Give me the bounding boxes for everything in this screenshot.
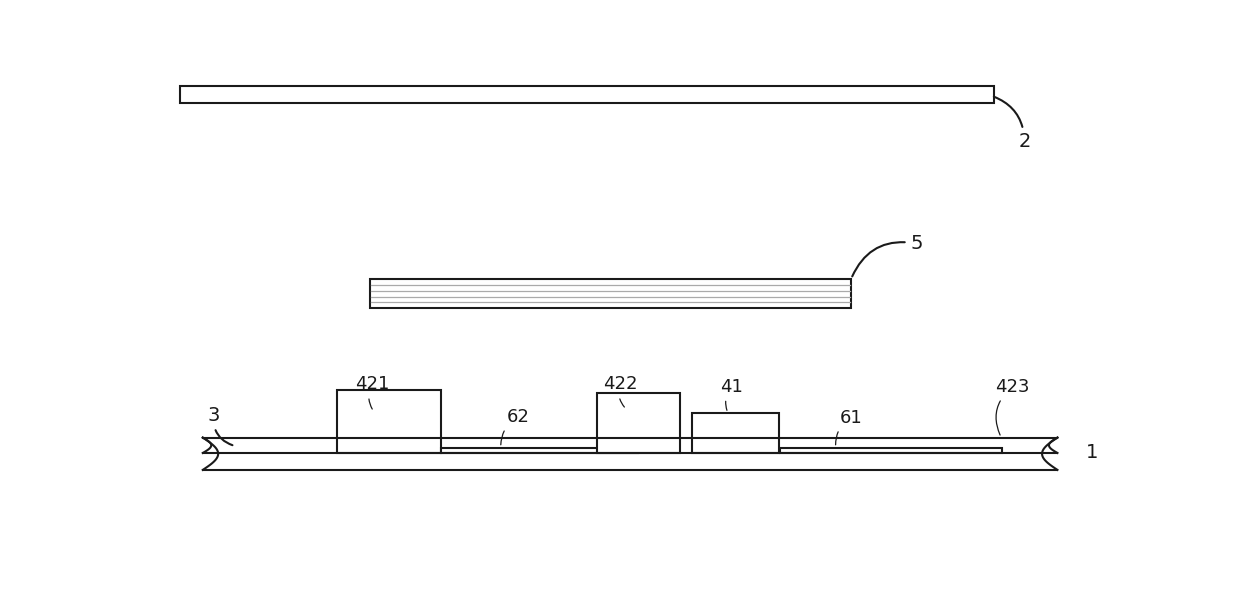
Bar <box>180 87 994 103</box>
Bar <box>780 448 1002 453</box>
Text: 1: 1 <box>1086 443 1099 462</box>
Text: 422: 422 <box>603 376 637 407</box>
Bar <box>596 393 681 453</box>
Text: 3: 3 <box>207 406 232 445</box>
Bar <box>337 390 440 453</box>
Text: 5: 5 <box>852 234 923 276</box>
Bar <box>370 279 851 308</box>
Text: 2: 2 <box>993 97 1030 151</box>
Bar <box>441 448 637 453</box>
Text: 61: 61 <box>836 408 863 445</box>
Bar <box>692 413 779 453</box>
Text: 421: 421 <box>355 376 389 409</box>
Text: 423: 423 <box>996 378 1030 435</box>
Text: 41: 41 <box>720 378 743 410</box>
Text: 62: 62 <box>501 408 529 445</box>
